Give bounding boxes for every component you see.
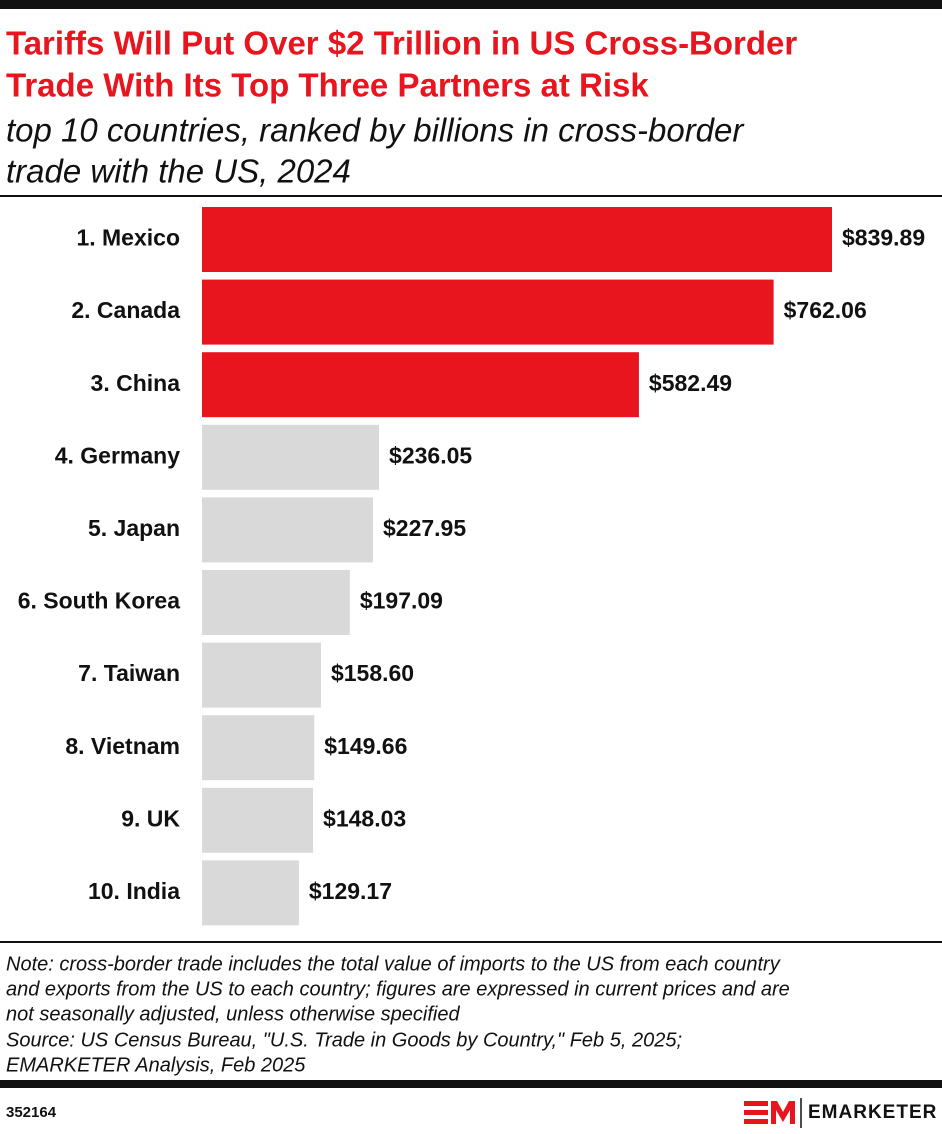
category-label: 3. China (91, 370, 181, 396)
chart-id: 352164 (6, 1104, 57, 1121)
bar (202, 352, 639, 418)
value-label: $227.95 (383, 515, 466, 541)
chart-subtitle: top 10 countries, ranked by billions in … (6, 112, 745, 149)
value-label: $149.66 (324, 733, 407, 759)
logo (744, 1098, 802, 1128)
chart-title: Trade With Its Top Three Partners at Ris… (6, 67, 649, 104)
footnote: Source: US Census Bureau, "U.S. Trade in… (6, 1029, 682, 1051)
bar (202, 424, 380, 490)
bar (202, 207, 832, 272)
value-label: $582.49 (649, 370, 732, 396)
value-label: $236.05 (389, 442, 472, 468)
value-label: $839.89 (842, 225, 925, 251)
value-label: $129.17 (309, 878, 392, 904)
value-label: $148.03 (323, 805, 406, 831)
bar (202, 787, 314, 853)
bar (202, 279, 774, 345)
bar (202, 570, 350, 635)
value-label: $197.09 (360, 588, 443, 614)
footnote: Note: cross-border trade includes the to… (6, 953, 781, 975)
top-rule (0, 0, 942, 9)
category-label: 10. India (88, 878, 180, 904)
chart-subtitle: trade with the US, 2024 (6, 153, 351, 190)
value-label: $158.60 (331, 660, 414, 686)
value-label: $762.06 (784, 297, 867, 323)
category-label: 2. Canada (71, 297, 180, 323)
category-label: 8. Vietnam (65, 733, 180, 759)
bottom-rule (0, 1080, 942, 1088)
category-label: 5. Japan (88, 515, 180, 541)
bar (202, 860, 299, 926)
brand: EMARKETER (808, 1102, 937, 1123)
category-label: 7. Taiwan (78, 660, 180, 686)
footnote: EMARKETER Analysis, Feb 2025 (6, 1054, 306, 1076)
bar (202, 642, 321, 708)
chart-title: Tariffs Will Put Over $2 Trillion in US … (6, 25, 797, 62)
category-label: 6. South Korea (18, 588, 181, 614)
bar (202, 497, 373, 563)
category-label: 1. Mexico (76, 225, 180, 251)
category-label: 9. UK (121, 805, 180, 831)
footnote: not seasonally adjusted, unless otherwis… (6, 1003, 460, 1025)
bar (202, 715, 315, 781)
category-label: 4. Germany (55, 442, 180, 468)
footnote: and exports from the US to each country;… (6, 978, 790, 1000)
